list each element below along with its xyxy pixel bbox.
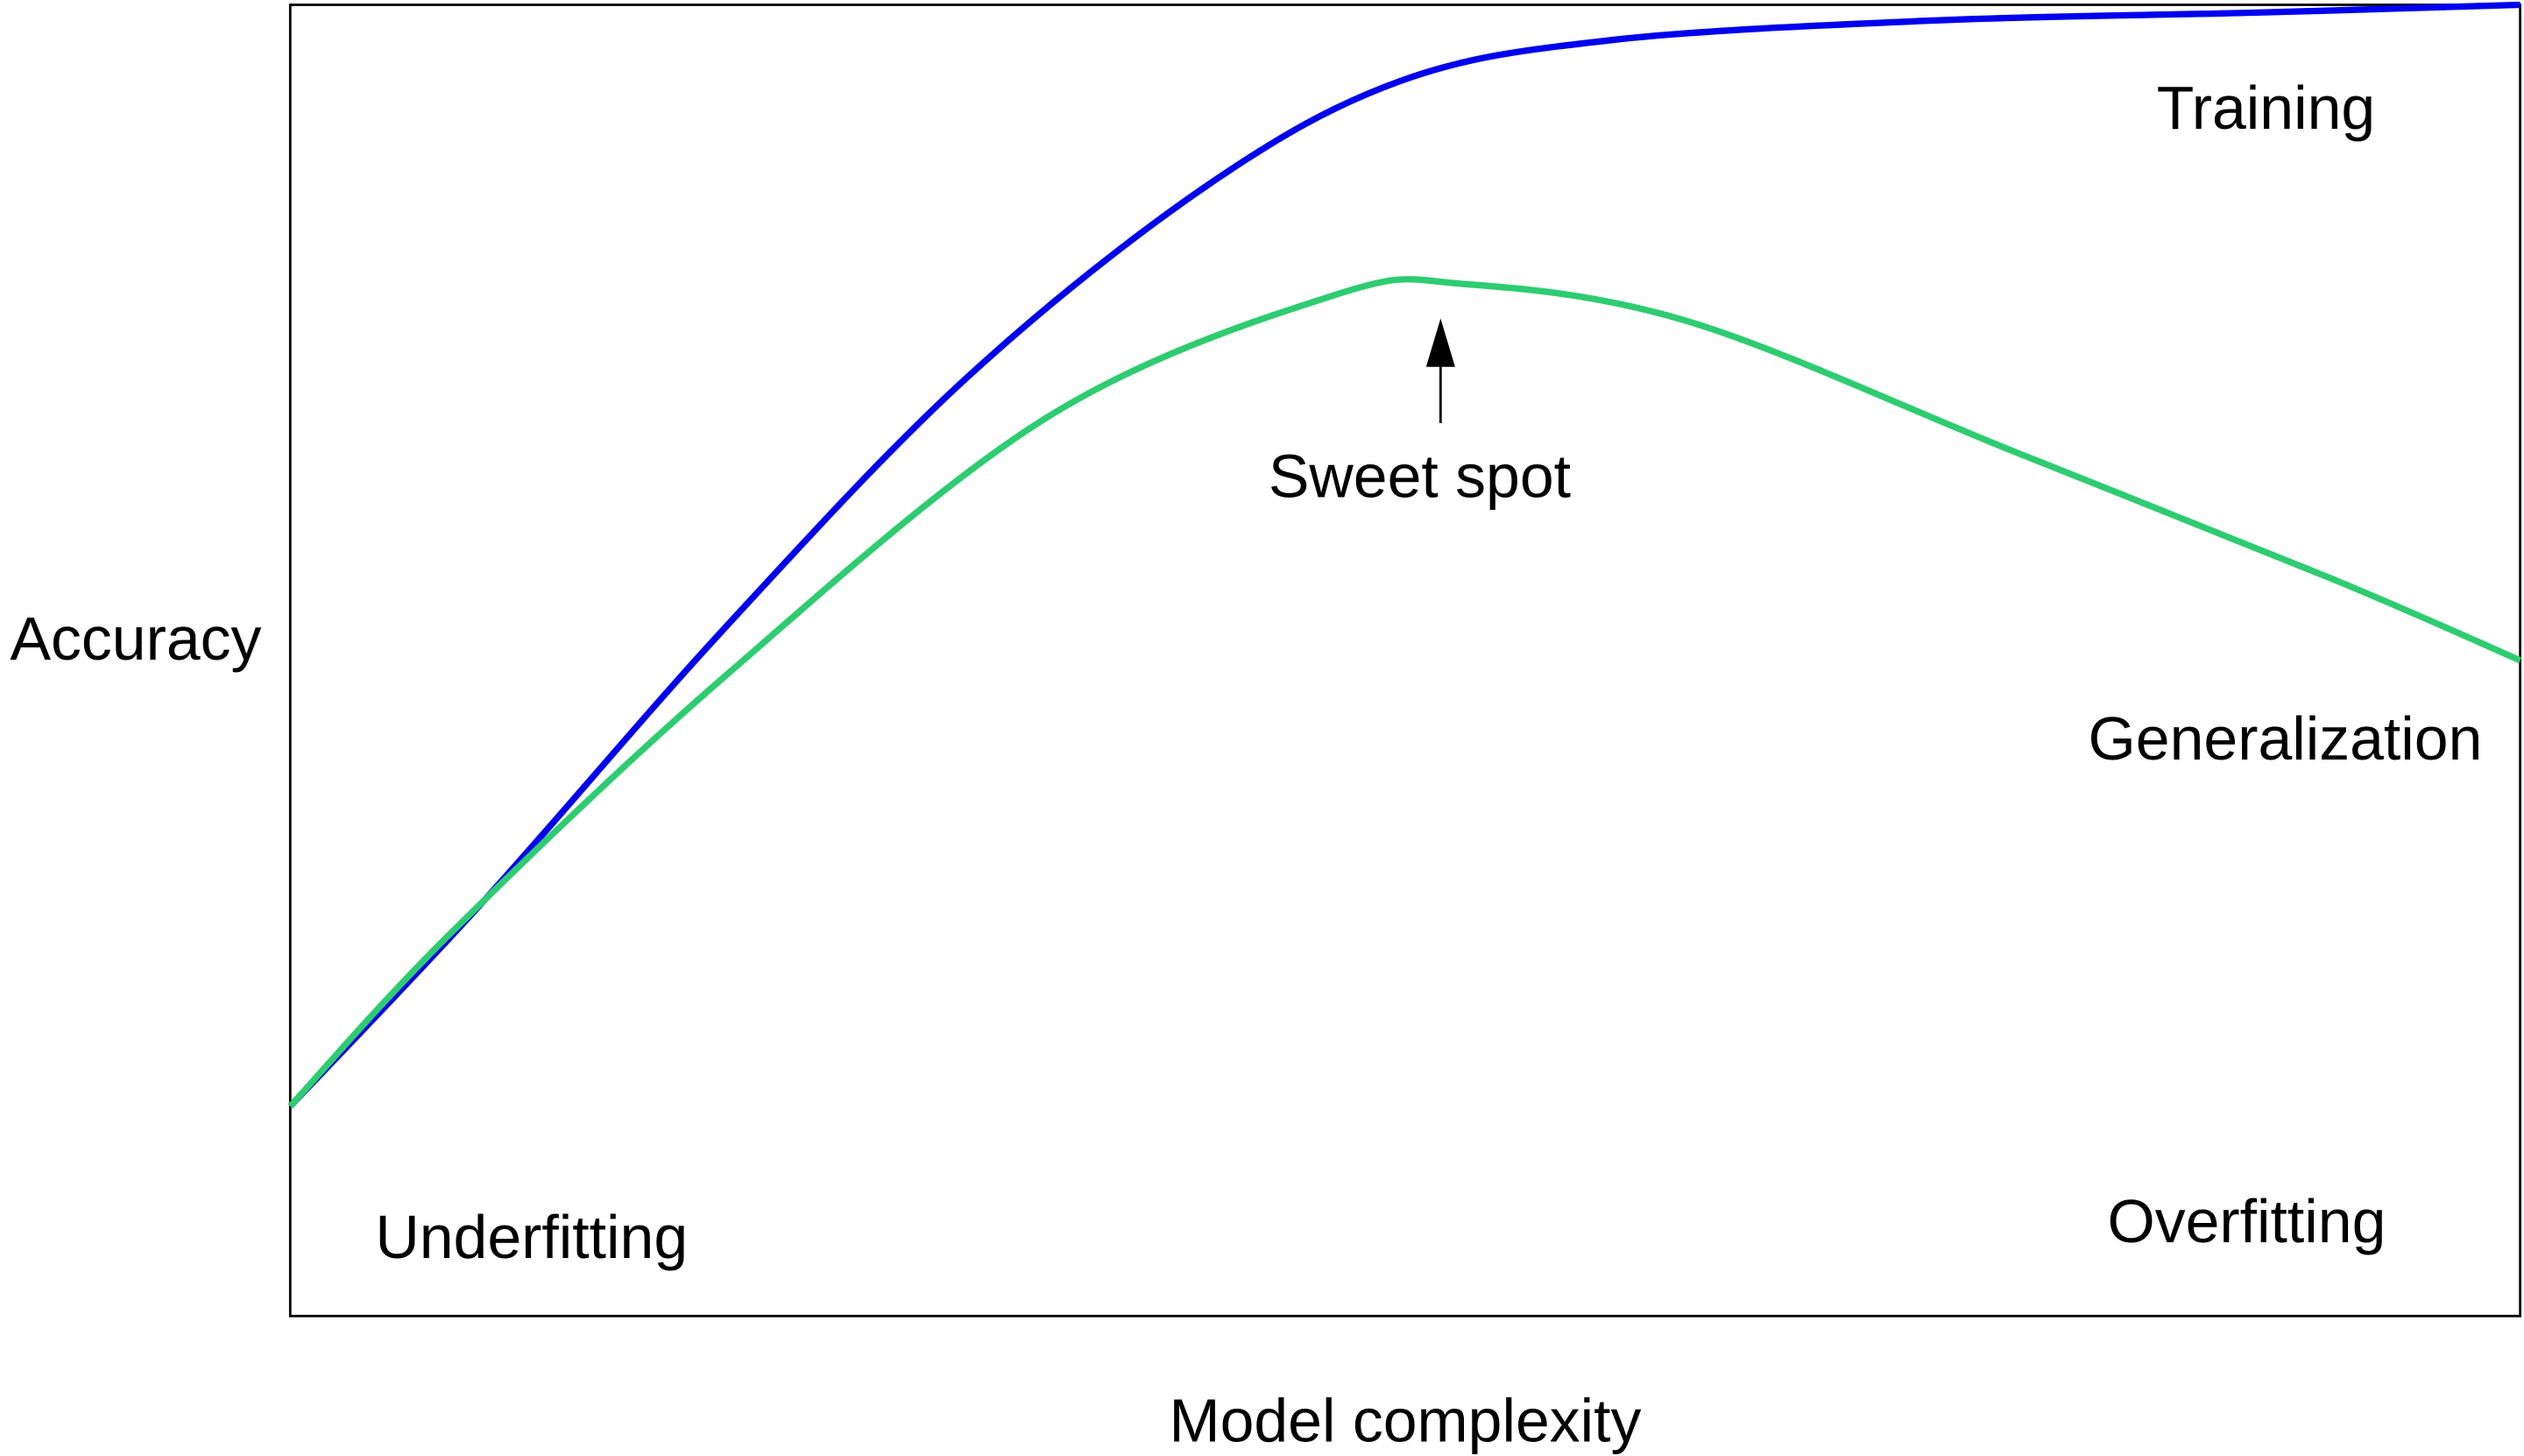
generalization-curve bbox=[287, 276, 2522, 1109]
underfitting-label: Underfitting bbox=[375, 1203, 688, 1271]
training-label: Training bbox=[2157, 74, 2375, 142]
overfitting-label: Overfitting bbox=[2107, 1187, 2386, 1255]
sweet-spot-arrow-head-icon bbox=[1425, 318, 1455, 367]
y-axis-label: Accuracy bbox=[11, 604, 262, 673]
sweet-spot-label: Sweet spot bbox=[1269, 442, 1571, 510]
generalization-label: Generalization bbox=[2089, 704, 2483, 773]
plot-frame bbox=[288, 4, 2521, 1318]
x-axis-label: Model complexity bbox=[1169, 1386, 1641, 1454]
training-curve bbox=[287, 1, 2520, 1109]
